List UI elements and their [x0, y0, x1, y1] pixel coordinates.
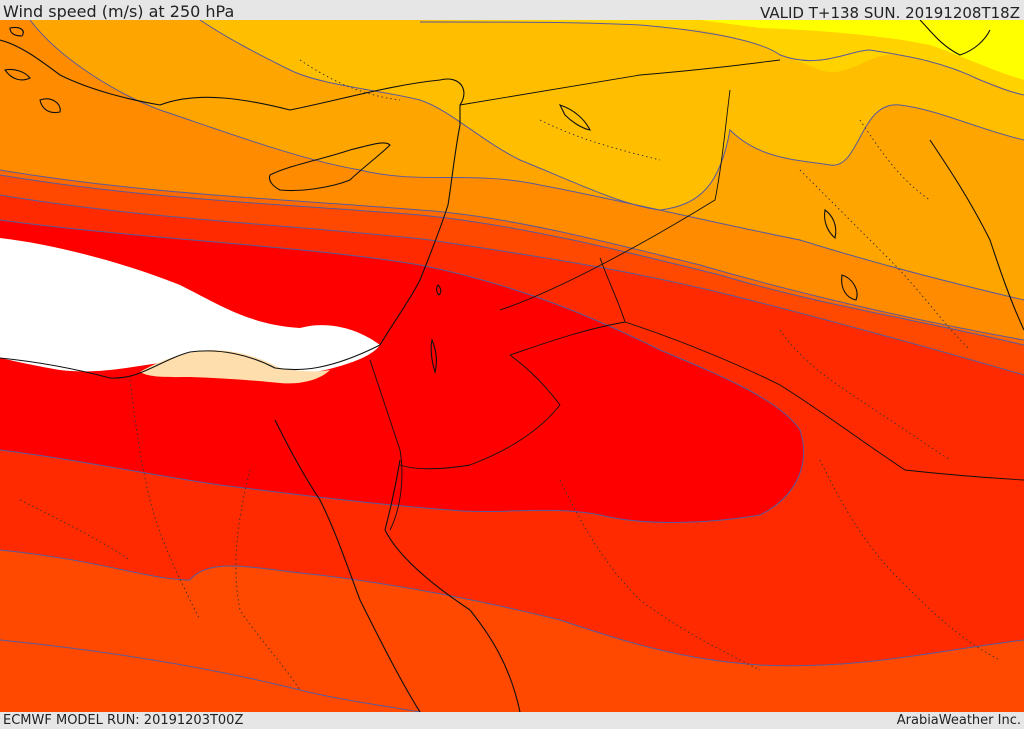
wind-band-red-jet-core: [0, 220, 804, 523]
country-borders: [369, 59, 1024, 531]
model-run-label: ECMWF MODEL RUN: 20191203T00Z: [3, 713, 244, 728]
wind-band-low-speed-patch: [140, 350, 330, 384]
valid-time: VALID T+138 SUN. 20191208T18Z: [760, 4, 1020, 22]
coastlines: [0, 20, 1024, 712]
wind-band-jet-maximum: [0, 238, 380, 375]
wind-band-yellow: [700, 20, 1024, 80]
isotach-contours: [0, 20, 1024, 712]
credit-label: ArabiaWeather Inc.: [896, 713, 1021, 728]
chart-title: Wind speed (m/s) at 250 hPa: [3, 2, 235, 21]
header-bar: Wind speed (m/s) at 250 hPa VALID T+138 …: [0, 0, 1024, 22]
wind-speed-map: [0, 20, 1024, 712]
footer-bar: ECMWF MODEL RUN: 20191203T00Z ArabiaWeat…: [0, 712, 1024, 729]
admin-borders: [19, 59, 1001, 691]
wind-band-gold: [420, 20, 1024, 95]
